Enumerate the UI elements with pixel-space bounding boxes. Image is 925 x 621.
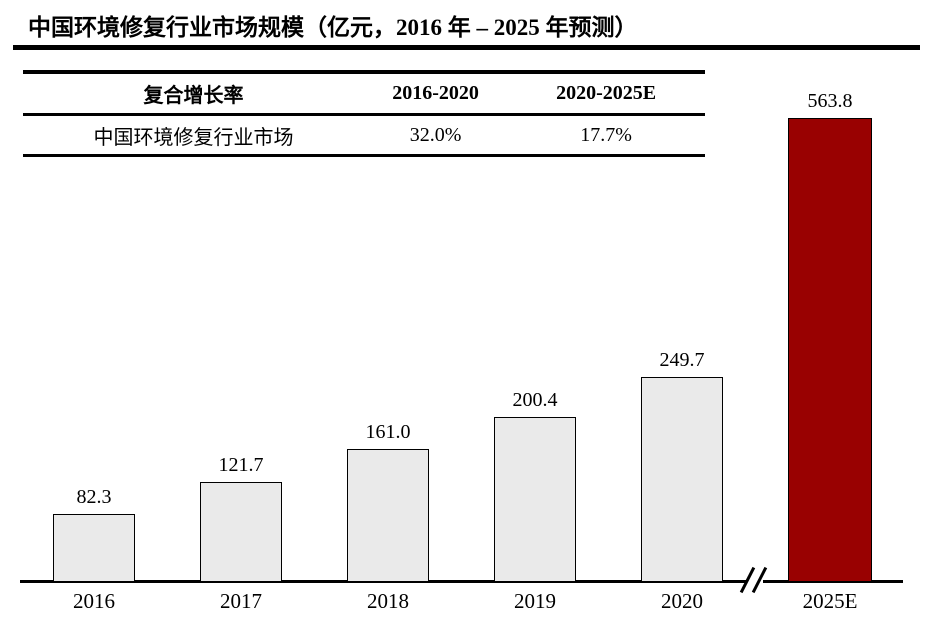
x-axis-label-2020: 2020 [661,589,703,613]
bar-value-label-2017: 121.7 [218,454,264,476]
bar-value-label-2018: 161.0 [365,421,411,443]
title-underline [13,45,920,50]
cagr-table: 复合增长率 2016-2020 2020-2025E 中国环境修复行业市场 32… [23,70,705,157]
bar-2019 [494,417,576,582]
table-header-metric: 复合增长率 [143,85,244,107]
bar-2025E [788,118,872,582]
bar-value-label-2019: 200.4 [512,389,558,411]
x-axis-label-2017: 2017 [220,589,262,613]
bar-value-label-2016: 82.3 [76,486,112,508]
x-axis-line [20,580,903,583]
bar-value-label-2020: 249.7 [659,349,705,371]
x-axis-label-2019: 2019 [514,589,556,613]
table-cell-cagr-2016-2020: 32.0% [409,123,462,146]
bar-2018 [347,449,429,582]
bar-2020 [641,377,723,582]
table-bottom-border [23,154,705,157]
bar-2017 [200,482,282,582]
bar-value-label-2025E: 563.8 [807,90,853,112]
bar-2016 [53,514,135,582]
table-row: 中国环境修复行业市场 32.0% 17.7% [23,116,705,154]
table-cell-market-name: 中国环境修复行业市场 [93,126,294,149]
table-header-divider [23,113,705,116]
x-axis-label-2025E: 2025E [802,589,858,613]
table-header-row: 复合增长率 2016-2020 2020-2025E [23,74,705,113]
table-cell-cagr-2020-2025: 17.7% [580,123,632,146]
table-header-period-2: 2020-2025E [556,82,657,104]
x-axis-label-2018: 2018 [367,589,409,613]
chart-title: 中国环境修复行业市场规模（亿元，2016 年 – 2025 年预测） [28,15,638,40]
table-header-period-1: 2016-2020 [392,82,479,104]
x-axis-break-gap [747,580,763,583]
table-top-border [23,70,705,74]
x-axis-label-2016: 2016 [73,589,115,613]
